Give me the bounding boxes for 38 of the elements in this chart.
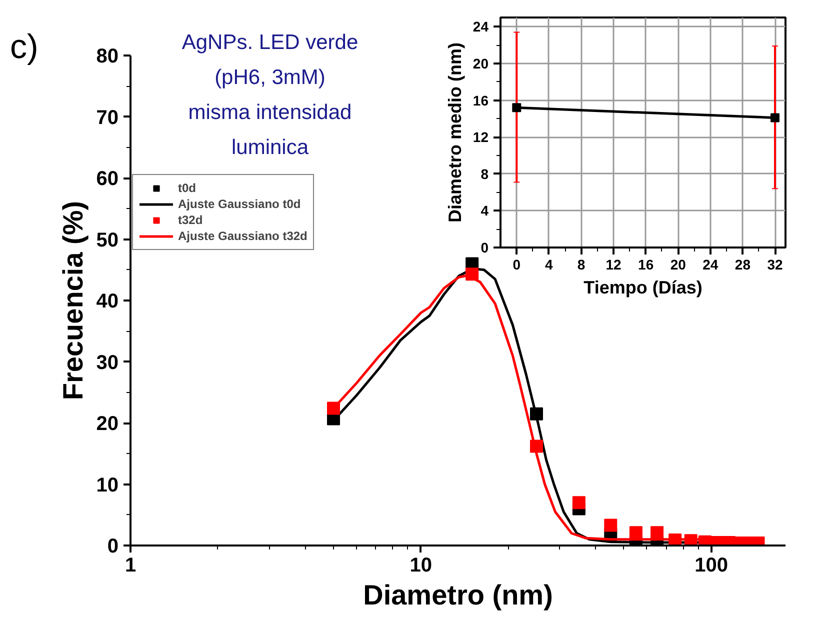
x-tick-label: 16 bbox=[638, 256, 654, 272]
y-tick-label: 30 bbox=[96, 352, 119, 374]
y-tick-label: 20 bbox=[96, 413, 119, 435]
x-tick-label: 28 bbox=[734, 256, 751, 272]
y-tick-label: 10 bbox=[96, 474, 119, 496]
x-tick-label: 12 bbox=[606, 256, 622, 272]
y-tick-label: 8 bbox=[480, 166, 489, 182]
y-tick-label: 16 bbox=[472, 92, 489, 108]
y-axis-title: Diametro medio (nm) bbox=[444, 42, 465, 223]
y-tick-label: 80 bbox=[96, 46, 119, 68]
y-tick-label: 0 bbox=[480, 240, 489, 256]
x-tick-label: 0 bbox=[512, 256, 521, 272]
x-tick-label: 8 bbox=[577, 256, 586, 272]
y-axis-title: Frecuencia (%) bbox=[57, 200, 88, 400]
y-tick-label: 24 bbox=[472, 18, 489, 35]
legend-label: Ajuste Gaussiano t0d bbox=[178, 197, 301, 211]
x-tick-label: 1 bbox=[124, 554, 136, 576]
y-tick-label: 50 bbox=[96, 229, 119, 252]
x-tick-label: 20 bbox=[670, 256, 686, 272]
legend-label: t0d bbox=[178, 181, 197, 195]
y-tick-label: 12 bbox=[472, 129, 489, 146]
text: c) bbox=[10, 27, 38, 68]
annotation: AgNPs. LED verde (pH6, 3mM) misma intensidad luminica bbox=[182, 30, 358, 161]
x-tick-label: 32 bbox=[767, 256, 784, 272]
x-tick-label: 10 bbox=[410, 554, 432, 576]
x-tick-label: 4 bbox=[545, 256, 554, 272]
y-tick-label: 70 bbox=[96, 106, 119, 129]
x-tick-label: 24 bbox=[702, 256, 718, 272]
y-tick-label: 40 bbox=[96, 290, 119, 312]
y-tick-label: 20 bbox=[472, 56, 489, 72]
x-axis-title: Diametro (nm) bbox=[363, 580, 553, 610]
y-tick-label: 4 bbox=[480, 202, 489, 219]
x-tick-label: 100 bbox=[694, 554, 728, 576]
x-axis-title: Tiempo (Días) bbox=[584, 278, 702, 298]
y-tick-label: 0 bbox=[107, 536, 118, 558]
legend-label: t32d bbox=[178, 213, 203, 227]
legend-label: Ajuste Gaussiano t32d bbox=[178, 229, 308, 243]
y-tick-label: 60 bbox=[96, 168, 119, 190]
